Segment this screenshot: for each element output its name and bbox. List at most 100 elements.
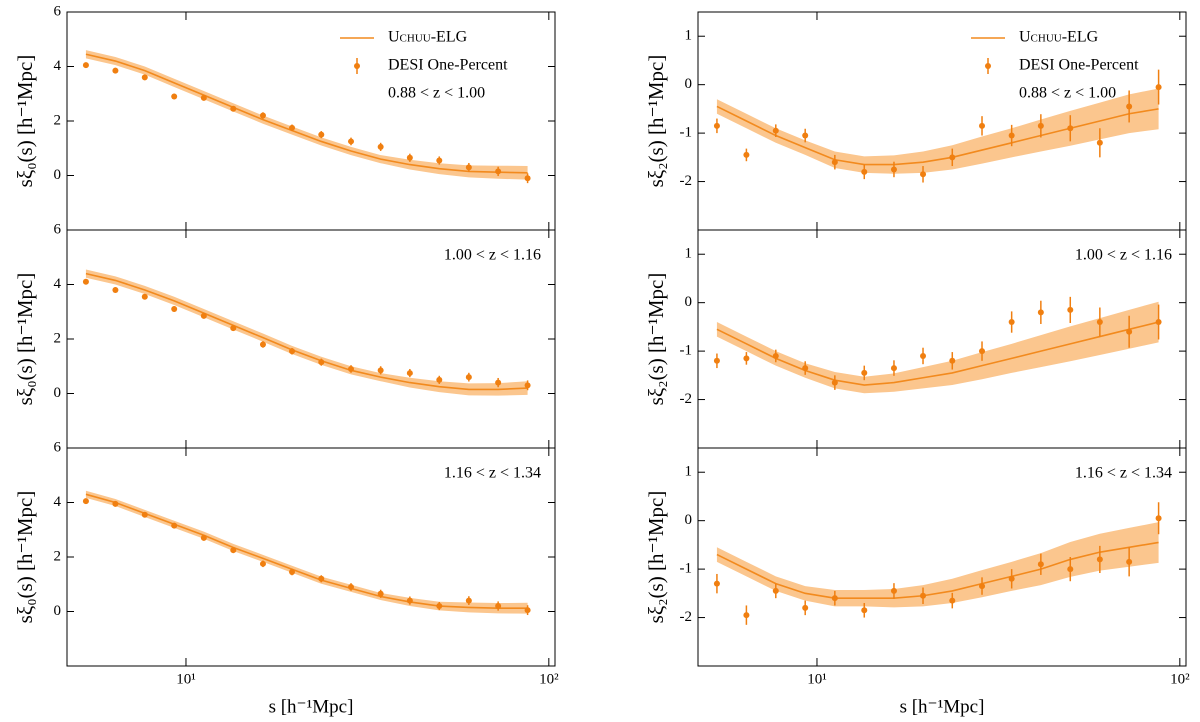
data-point — [318, 131, 325, 138]
data-point — [230, 105, 237, 112]
data-point — [1037, 122, 1044, 129]
y-tick-label: 2 — [54, 548, 62, 564]
y-tick-label: 2 — [54, 330, 62, 346]
data-point — [82, 62, 89, 69]
data-point — [465, 597, 472, 604]
data-point — [861, 607, 868, 614]
plot-area — [713, 69, 1162, 183]
data-point — [436, 603, 443, 610]
data-point — [82, 278, 89, 285]
data-point — [406, 370, 413, 377]
data-point — [713, 122, 720, 129]
data-point — [743, 151, 750, 158]
data-point — [82, 498, 89, 505]
data-point — [1155, 515, 1162, 522]
data-point — [743, 355, 750, 362]
data-point — [1155, 319, 1162, 326]
data-point — [802, 132, 809, 139]
data-point — [1096, 319, 1103, 326]
data-point — [831, 595, 838, 602]
annotation: 1.00 < z < 1.16 — [1075, 247, 1172, 264]
data-point — [949, 597, 956, 604]
y-tick-label: -1 — [680, 343, 693, 359]
y-tick-label: 4 — [54, 276, 62, 292]
data-point — [743, 612, 750, 619]
x-tick-label: 10¹ — [807, 671, 827, 687]
y-tick-label: 0 — [54, 167, 62, 183]
data-point — [831, 159, 838, 166]
data-point — [524, 607, 531, 614]
data-point — [112, 286, 119, 293]
y-tick-label: -2 — [680, 609, 693, 625]
y-tick-label: 0 — [685, 294, 693, 310]
data-point — [713, 580, 720, 587]
model-line — [85, 493, 528, 610]
plot-area — [713, 502, 1162, 625]
data-point — [289, 568, 296, 575]
data-point — [1008, 575, 1015, 582]
y-tick-label: 0 — [685, 512, 693, 528]
model-band — [716, 301, 1159, 394]
annotation: 0.88 < z < 1.00 — [388, 85, 485, 102]
data-point — [171, 522, 178, 529]
data-point — [318, 575, 325, 582]
data-point — [1067, 566, 1074, 573]
data-point — [112, 500, 119, 507]
data-point — [289, 124, 296, 131]
data-point — [1155, 84, 1162, 91]
y-tick-label: 0 — [685, 76, 693, 92]
data-point — [920, 592, 927, 599]
data-point — [831, 379, 838, 386]
plot-area — [82, 490, 531, 616]
data-point — [1067, 125, 1074, 132]
data-point — [772, 127, 779, 134]
x-tick-label: 10² — [1170, 671, 1190, 687]
y-tick-label: 4 — [54, 494, 62, 510]
annotation: 1.16 < z < 1.34 — [1075, 465, 1172, 482]
y-axis-label: sξ₀(s) [h⁻¹Mpc] — [13, 55, 37, 188]
model-line — [716, 541, 1159, 599]
data-point — [259, 341, 266, 348]
data-point — [289, 348, 296, 355]
y-tick-label: 1 — [685, 246, 693, 262]
plot-area — [82, 50, 531, 184]
data-point — [861, 168, 868, 175]
data-point — [1008, 132, 1015, 139]
data-point — [772, 352, 779, 359]
y-tick-label: -2 — [680, 391, 693, 407]
data-point — [406, 154, 413, 161]
y-tick-label: 1 — [685, 464, 693, 480]
y-tick-label: 1 — [685, 28, 693, 44]
data-point — [465, 374, 472, 381]
model-line — [85, 272, 528, 391]
data-point — [377, 590, 384, 597]
x-axis-label: s [h⁻¹Mpc] — [900, 696, 985, 717]
data-point — [524, 382, 531, 389]
x-tick-label: 10² — [539, 671, 559, 687]
model-line — [716, 105, 1159, 166]
model-band — [716, 88, 1159, 174]
annotation: 1.16 < z < 1.34 — [444, 465, 541, 482]
data-point — [524, 175, 531, 182]
y-tick-label: 0 — [54, 385, 62, 401]
data-point — [890, 587, 897, 594]
data-point — [348, 365, 355, 372]
data-point — [1096, 139, 1103, 146]
data-point — [1126, 103, 1133, 110]
data-point — [495, 168, 502, 175]
plot-area — [82, 269, 531, 396]
legend-label: DESI One-Percent — [388, 57, 508, 74]
data-point — [259, 560, 266, 567]
legend-label: DESI One-Percent — [1019, 57, 1139, 74]
y-axis-label: sξ₂(s) [h⁻¹Mpc] — [644, 55, 668, 188]
data-point — [436, 157, 443, 164]
model-band — [716, 522, 1159, 608]
data-point — [920, 352, 927, 359]
data-point — [979, 348, 986, 355]
data-point — [979, 583, 986, 590]
data-point — [259, 112, 266, 119]
legend-label: Uchuu-ELG — [1019, 29, 1099, 46]
annotation: 1.00 < z < 1.16 — [444, 247, 541, 264]
legend-marker — [354, 63, 360, 69]
